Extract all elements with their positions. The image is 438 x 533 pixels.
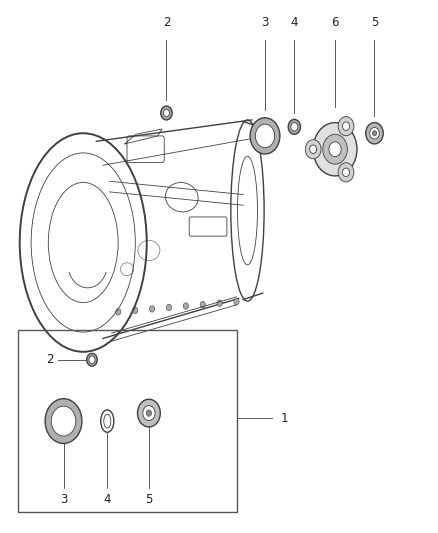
Circle shape (51, 406, 76, 436)
Bar (18, 330, 237, 512)
Circle shape (370, 127, 379, 139)
Circle shape (338, 117, 354, 136)
Circle shape (234, 298, 239, 305)
Circle shape (87, 353, 97, 366)
Circle shape (138, 399, 160, 427)
Text: 3: 3 (261, 17, 268, 29)
Circle shape (217, 300, 222, 306)
Text: 4: 4 (103, 493, 111, 506)
Circle shape (143, 406, 155, 421)
Text: 6: 6 (331, 17, 339, 29)
Circle shape (183, 303, 188, 309)
Circle shape (116, 309, 121, 315)
Circle shape (310, 145, 317, 154)
Circle shape (343, 122, 350, 131)
Circle shape (343, 168, 350, 176)
Circle shape (323, 134, 347, 164)
Circle shape (255, 124, 275, 148)
Circle shape (133, 307, 138, 313)
Text: 4: 4 (290, 17, 298, 29)
Circle shape (313, 123, 357, 176)
Circle shape (305, 140, 321, 159)
Circle shape (338, 163, 354, 182)
Circle shape (329, 142, 341, 157)
Circle shape (366, 123, 383, 144)
Text: 5: 5 (145, 493, 152, 506)
Circle shape (291, 123, 298, 131)
Circle shape (288, 119, 300, 134)
Circle shape (166, 304, 172, 311)
Circle shape (161, 106, 172, 120)
Circle shape (149, 306, 155, 312)
Circle shape (163, 109, 170, 117)
Text: 3: 3 (60, 493, 67, 506)
Circle shape (372, 131, 377, 136)
Text: 5: 5 (371, 17, 378, 29)
Text: 2: 2 (46, 353, 54, 366)
Circle shape (200, 302, 205, 308)
Circle shape (45, 399, 82, 443)
Text: 1: 1 (280, 412, 288, 425)
Circle shape (89, 356, 95, 364)
Text: 2: 2 (162, 17, 170, 29)
Circle shape (250, 118, 280, 154)
Circle shape (146, 410, 152, 416)
